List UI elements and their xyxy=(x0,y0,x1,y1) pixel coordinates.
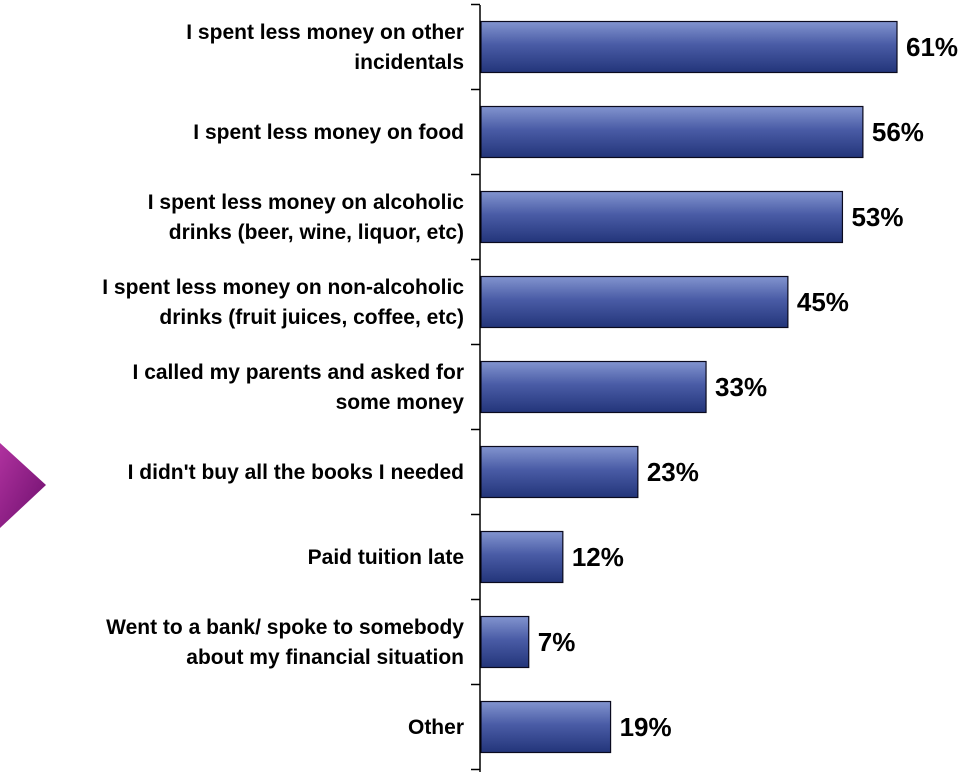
data-label: 33% xyxy=(715,372,767,402)
category-label: I didn't buy all the books I needed xyxy=(128,461,464,484)
data-label: 53% xyxy=(851,202,903,232)
bar xyxy=(480,105,864,159)
category-labels: I spent less money on other incidentals I … xyxy=(102,21,464,739)
data-label: 12% xyxy=(572,542,624,572)
data-label: 56% xyxy=(872,117,924,147)
category-label: I spent less money on non-alcoholic xyxy=(102,276,464,299)
data-label: 23% xyxy=(647,457,699,487)
bar xyxy=(480,275,789,329)
category-label: drinks (beer, wine, liquor, etc) xyxy=(169,221,464,244)
category-label: I spent less money on alcoholic xyxy=(148,191,465,214)
bars-layer xyxy=(480,20,898,754)
bar xyxy=(480,530,564,584)
category-label: Paid tuition late xyxy=(308,546,464,569)
data-label: 61% xyxy=(906,32,958,62)
data-label: 45% xyxy=(797,287,849,317)
data-label: 7% xyxy=(538,627,576,657)
category-label: I spent less money on food xyxy=(193,121,464,144)
data-labels: 61% 56% 53% 45% 33% 23% 12% 7% 19% xyxy=(538,32,958,742)
axis-layer xyxy=(471,3,481,772)
category-label: some money xyxy=(336,391,465,414)
decorative-arrow-shape xyxy=(0,443,46,528)
bar xyxy=(480,20,898,74)
bar xyxy=(480,700,612,754)
category-label: incidentals xyxy=(354,51,464,74)
category-label: I spent less money on other xyxy=(186,21,464,44)
bar xyxy=(480,445,639,499)
category-label: Went to a bank/ spoke to somebody xyxy=(106,616,464,639)
category-label: I called my parents and asked for xyxy=(133,361,464,384)
bar xyxy=(480,615,530,669)
category-label: Other xyxy=(408,716,464,739)
data-label: 19% xyxy=(620,712,672,742)
category-label: drinks (fruit juices, coffee, etc) xyxy=(159,306,464,329)
bar xyxy=(480,190,844,244)
category-label: about my financial situation xyxy=(186,646,464,669)
bar xyxy=(480,360,707,414)
